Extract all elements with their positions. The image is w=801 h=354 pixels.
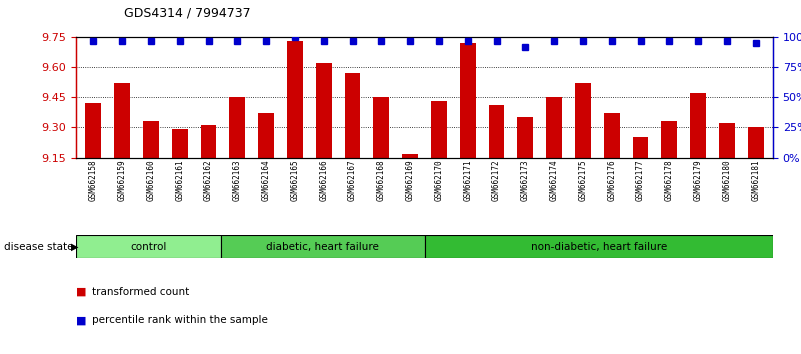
Text: GSM662158: GSM662158 <box>89 160 98 201</box>
Bar <box>690 93 706 158</box>
Text: GSM662177: GSM662177 <box>636 160 645 201</box>
Bar <box>76 235 221 258</box>
Text: control: control <box>131 242 167 252</box>
Text: GDS4314 / 7994737: GDS4314 / 7994737 <box>124 6 251 19</box>
Bar <box>200 125 216 158</box>
Bar <box>575 83 591 158</box>
Bar <box>344 73 360 158</box>
Text: GSM662169: GSM662169 <box>405 160 415 201</box>
Bar <box>373 97 389 158</box>
Text: GSM662176: GSM662176 <box>607 160 616 201</box>
Text: GSM662173: GSM662173 <box>521 160 529 201</box>
Text: percentile rank within the sample: percentile rank within the sample <box>92 315 268 325</box>
Text: diabetic, heart failure: diabetic, heart failure <box>267 242 380 252</box>
Text: non-diabetic, heart failure: non-diabetic, heart failure <box>530 242 667 252</box>
Bar <box>431 101 447 158</box>
Text: transformed count: transformed count <box>92 287 189 297</box>
Bar <box>633 137 649 158</box>
Bar <box>748 127 763 158</box>
Bar <box>662 121 677 158</box>
Bar <box>316 63 332 158</box>
Bar <box>460 43 476 158</box>
Text: GSM662166: GSM662166 <box>320 160 328 201</box>
Text: ▶: ▶ <box>70 242 78 252</box>
Text: GSM662181: GSM662181 <box>751 160 760 201</box>
Bar <box>517 118 533 158</box>
Bar <box>172 130 187 158</box>
Text: GSM662171: GSM662171 <box>463 160 473 201</box>
Bar <box>221 235 425 258</box>
Bar <box>86 103 101 158</box>
Text: GSM662163: GSM662163 <box>233 160 242 201</box>
Bar <box>489 105 505 158</box>
Text: GSM662160: GSM662160 <box>147 160 155 201</box>
Bar <box>402 154 418 158</box>
Text: GSM662174: GSM662174 <box>549 160 558 201</box>
Bar <box>719 124 735 158</box>
Text: GSM662164: GSM662164 <box>262 160 271 201</box>
Text: GSM662165: GSM662165 <box>291 160 300 201</box>
Text: GSM662179: GSM662179 <box>694 160 702 201</box>
Text: GSM662161: GSM662161 <box>175 160 184 201</box>
Text: GSM662159: GSM662159 <box>118 160 127 201</box>
Bar <box>115 83 130 158</box>
Bar <box>425 235 773 258</box>
Text: GSM662167: GSM662167 <box>348 160 357 201</box>
Text: GSM662162: GSM662162 <box>204 160 213 201</box>
Text: GSM662180: GSM662180 <box>723 160 731 201</box>
Text: GSM662170: GSM662170 <box>434 160 444 201</box>
Bar <box>604 113 620 158</box>
Text: ■: ■ <box>76 315 87 325</box>
Bar <box>287 41 303 158</box>
Text: GSM662175: GSM662175 <box>578 160 587 201</box>
Bar <box>546 97 562 158</box>
Bar <box>229 97 245 158</box>
Text: ■: ■ <box>76 287 87 297</box>
Text: GSM662178: GSM662178 <box>665 160 674 201</box>
Bar <box>258 113 274 158</box>
Text: GSM662168: GSM662168 <box>376 160 386 201</box>
Text: GSM662172: GSM662172 <box>492 160 501 201</box>
Bar <box>143 121 159 158</box>
Text: disease state: disease state <box>4 242 74 252</box>
